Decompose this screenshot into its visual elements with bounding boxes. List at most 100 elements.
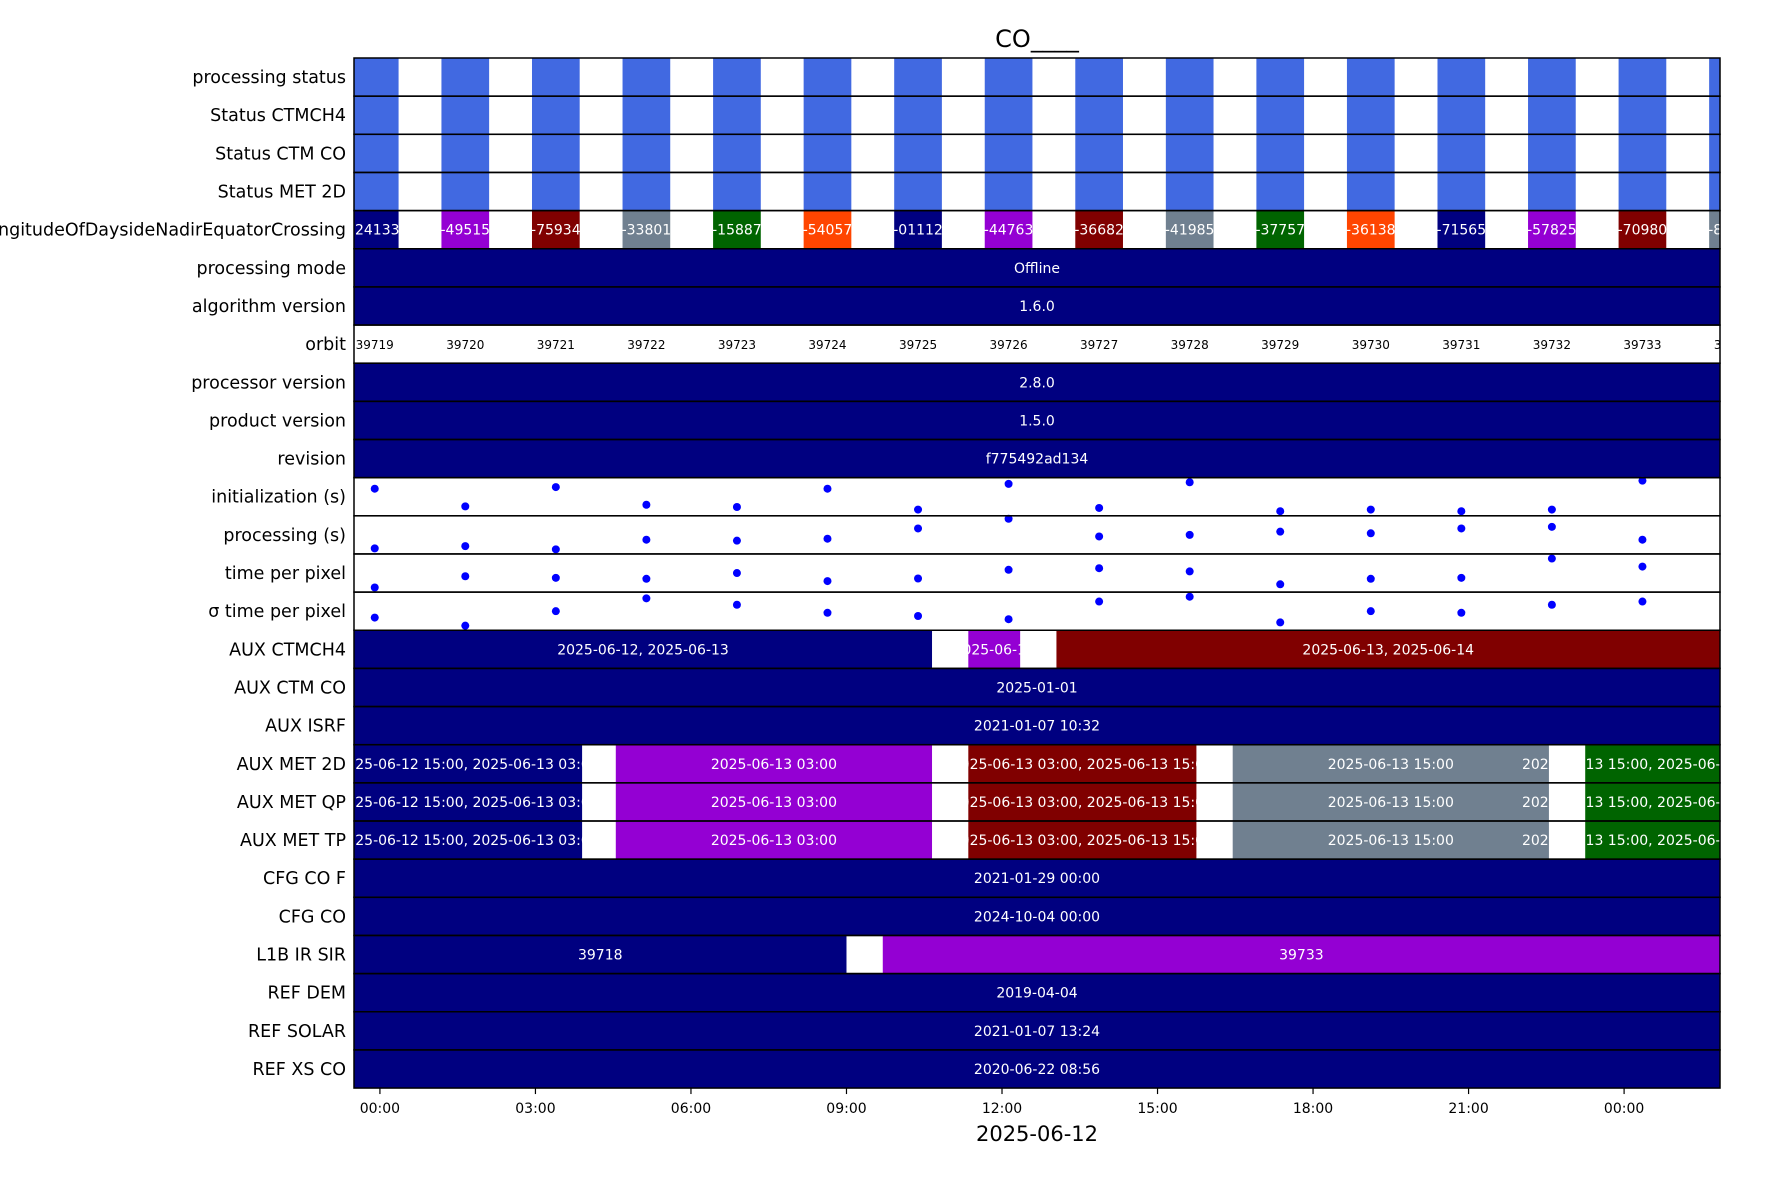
band-segment (354, 1011, 1720, 1050)
x-tick-label: 18:00 (1293, 1101, 1333, 1117)
orbit-number: 39729 (1261, 338, 1299, 352)
segment-label: 2025-06-13 03:00 (711, 833, 837, 849)
status-block (894, 58, 942, 97)
longitude-value: -87438 (1708, 223, 1758, 239)
segment-label: 2025-06-12, 2025-06-13 (557, 642, 729, 658)
band-segment (968, 821, 1197, 860)
segment-label: 2025-06-13, 2025-06-14 (1302, 642, 1474, 658)
band-segment (354, 439, 1720, 478)
scatter-point (1185, 567, 1194, 576)
band-segment (354, 286, 1720, 326)
band-segment (354, 668, 1720, 707)
segment-label: 2025-06-13 15:00 (1328, 795, 1454, 811)
segment-label: 2025-01-01 (996, 680, 1077, 696)
status-block (1709, 172, 1720, 211)
scatter-point (1095, 532, 1104, 541)
status-block (1618, 58, 1667, 97)
status-block (1256, 96, 1305, 135)
status-block (354, 58, 399, 97)
x-axis-label: 2025-06-12 (976, 1122, 1098, 1146)
x-tick-label: 15:00 (1137, 1101, 1177, 1117)
scatter-point (551, 483, 560, 492)
row-label: REF SOLAR (248, 1022, 346, 1042)
longitude-block (1256, 210, 1305, 249)
segment-label: 2025-06-13 03:00 (711, 757, 837, 773)
band-segment (354, 744, 583, 783)
longitude-block (1165, 210, 1214, 249)
longitude-value: -71565 (1437, 223, 1487, 239)
band-segment (354, 248, 1720, 287)
status-block (354, 96, 399, 135)
orbit-number: 39723 (718, 338, 756, 352)
status-block (1346, 134, 1395, 173)
segment-label: 2021-01-07 13:24 (974, 1024, 1100, 1040)
band-segment (354, 897, 1720, 936)
status-block (354, 172, 399, 211)
scatter-point (1729, 577, 1737, 585)
status-block (1165, 134, 1214, 173)
scatter-point (823, 534, 832, 543)
band-segment (1232, 782, 1549, 821)
scatter-point (732, 600, 741, 609)
segment-label: 2.8.0 (1019, 375, 1055, 391)
status-block (1256, 58, 1305, 97)
status-block (1618, 96, 1667, 135)
band-segment (968, 630, 1021, 669)
scatter-point (1638, 597, 1647, 606)
scatter-point (1547, 505, 1556, 514)
status-block (894, 172, 942, 211)
status-block (622, 172, 671, 211)
longitude-value: -15887 (712, 223, 762, 239)
row-label: AUX ISRF (265, 717, 346, 737)
orbit-number: 39721 (537, 338, 575, 352)
scatter-point (370, 484, 379, 493)
longitude-block (894, 210, 942, 249)
longitude-block (1709, 210, 1720, 249)
scatter-point (1638, 476, 1647, 485)
segment-label: 1.6.0 (1019, 299, 1055, 315)
x-tick-label: 06:00 (671, 1101, 711, 1117)
row-label: processor version (191, 373, 346, 393)
row-frame (353, 1049, 1721, 1089)
segment-label: 2025-06-12 15:00, 2025-06-13 03:00 (337, 757, 598, 773)
row-label: AUX CTM CO (234, 678, 346, 698)
scatter-point (914, 574, 923, 583)
segment-label: 1.5.0 (1019, 413, 1055, 429)
band-segment (354, 821, 583, 860)
longitude-value: -41985 (1165, 223, 1215, 239)
status-block (622, 134, 671, 173)
orbit-number: 39719 (356, 338, 394, 352)
row-label: algorithm version (192, 297, 346, 317)
band-segment (1585, 744, 1720, 783)
scatter-point (914, 524, 923, 533)
row-label: LongitudeOfDaysideNadirEquatorCrossing (0, 221, 346, 241)
status-block (1165, 58, 1214, 97)
row-label: AUX MET QP (237, 793, 346, 813)
longitude-value: -36682 (1074, 223, 1124, 239)
orbit-number: 39725 (899, 338, 937, 352)
status-block (1437, 58, 1486, 97)
segment-label: 2025-06-13 (954, 642, 1035, 658)
longitude-value: -33801 (622, 223, 672, 239)
x-tick-label: 00:00 (360, 1101, 400, 1117)
longitude-block (713, 210, 761, 249)
scatter-point (551, 573, 560, 582)
status-block (803, 58, 852, 97)
scatter-point (1095, 597, 1104, 606)
status-block (984, 58, 1033, 97)
status-block (894, 134, 942, 173)
status-block (803, 134, 852, 173)
scatter-point (1366, 529, 1375, 538)
status-block (1437, 172, 1486, 211)
row-label: L1B IR SIR (256, 946, 346, 966)
band-segment (354, 401, 1720, 440)
row-label: processing (s) (223, 526, 346, 546)
status-block (984, 172, 1033, 211)
scatter-point (551, 607, 560, 616)
longitude-block (441, 210, 490, 249)
scatter-point (642, 574, 651, 583)
band-segment (882, 935, 1720, 974)
scatter-point (1457, 573, 1466, 582)
segment-label: Offline (1014, 261, 1060, 277)
